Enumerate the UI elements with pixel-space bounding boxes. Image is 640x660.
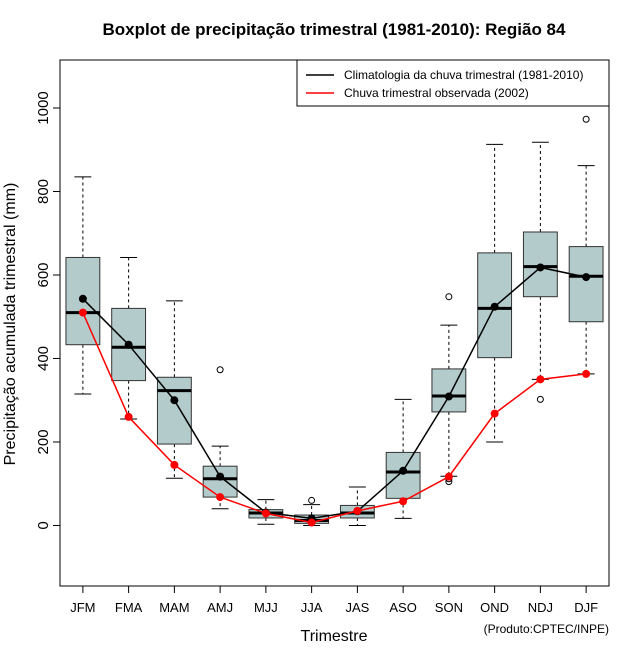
box-fma <box>111 256 147 420</box>
x-tick-label: JJA <box>301 600 323 615</box>
box-son <box>431 293 467 486</box>
y-tick-label: 1000 <box>35 91 52 124</box>
box-ndj <box>522 141 558 403</box>
series-point <box>78 308 87 317</box>
box-djf <box>568 115 604 375</box>
y-tick-label: 600 <box>35 262 52 287</box>
y-tick-label: 0 <box>35 521 52 529</box>
series-point <box>399 497 408 506</box>
box-mam <box>156 300 192 479</box>
series-point <box>444 472 453 481</box>
x-tick-label: JAS <box>345 600 369 615</box>
series-point <box>490 409 499 418</box>
box-iqr <box>156 376 192 445</box>
box-iqr <box>385 451 421 499</box>
product-credit: (Produto:CPTEC/INPE) <box>484 622 609 636</box>
series-point <box>536 375 545 384</box>
y-tick-label: 200 <box>35 429 52 454</box>
box-iqr <box>202 465 238 498</box>
outlier-point <box>582 115 590 123</box>
outlier-point <box>216 366 224 374</box>
series-point <box>444 392 453 401</box>
x-tick-label: MAM <box>159 600 189 615</box>
y-tick-label: 800 <box>35 179 52 204</box>
outlier-point <box>308 496 316 504</box>
outlier-point <box>536 395 544 403</box>
x-tick-label: OND <box>480 600 509 615</box>
box-jas <box>339 486 375 526</box>
series-point <box>78 294 87 303</box>
box-iqr <box>431 368 467 413</box>
legend-label-climatology: Climatologia da chuva trimestral (1981-2… <box>344 68 583 82</box>
x-tick-label: ASO <box>389 600 416 615</box>
series-point <box>216 493 225 502</box>
series-point <box>307 518 316 527</box>
box-amj <box>202 366 238 510</box>
series-line <box>82 266 587 520</box>
series-point <box>124 340 133 349</box>
x-tick-label: AMJ <box>207 600 233 615</box>
series-point <box>124 412 133 421</box>
x-tick-label: NDJ <box>528 600 553 615</box>
box-aso <box>385 398 421 519</box>
x-tick-label: JFM <box>70 600 95 615</box>
series-point <box>399 466 408 475</box>
x-tick-label: DJF <box>574 600 598 615</box>
legend-box <box>296 59 610 107</box>
series-point <box>170 460 179 469</box>
series-climatology <box>78 263 591 523</box>
series-point <box>170 396 179 405</box>
y-tick-label: 400 <box>35 346 52 371</box>
series-point <box>353 506 362 515</box>
y-axis-label: Precipitação acumulada trimestral (mm) <box>2 183 19 466</box>
x-tick-label: MJJ <box>254 600 278 615</box>
x-tick-label: SON <box>435 600 463 615</box>
series-point <box>582 369 591 378</box>
series-point <box>490 302 499 311</box>
y-axis: 0 200 400 600 800 1000 <box>35 91 60 530</box>
box-jfm <box>65 176 101 395</box>
series-line <box>82 312 587 524</box>
x-axis: JFM FMA MAM AMJ MJJ JJA JAS ASO SON OND NDJ DJF <box>70 586 598 615</box>
boxes <box>65 115 604 526</box>
box-iqr <box>568 246 604 323</box>
box-ond <box>477 143 513 443</box>
series-point <box>536 263 545 272</box>
legend-label-observed: Chuva trimestral observada (2002) <box>344 86 529 100</box>
series-lines <box>78 263 591 527</box>
x-tick-label: FMA <box>115 600 143 615</box>
series-point <box>261 509 270 518</box>
chart-title: Boxplot de precipitação trimestral (1981… <box>103 20 566 39</box>
series-observed <box>78 308 591 527</box>
series-point <box>582 273 591 282</box>
legend: Climatologia da chuva trimestral (1981-2… <box>296 59 610 107</box>
x-axis-label: Trimestre <box>301 628 368 645</box>
series-point <box>216 472 225 481</box>
outlier-point <box>445 293 453 301</box>
